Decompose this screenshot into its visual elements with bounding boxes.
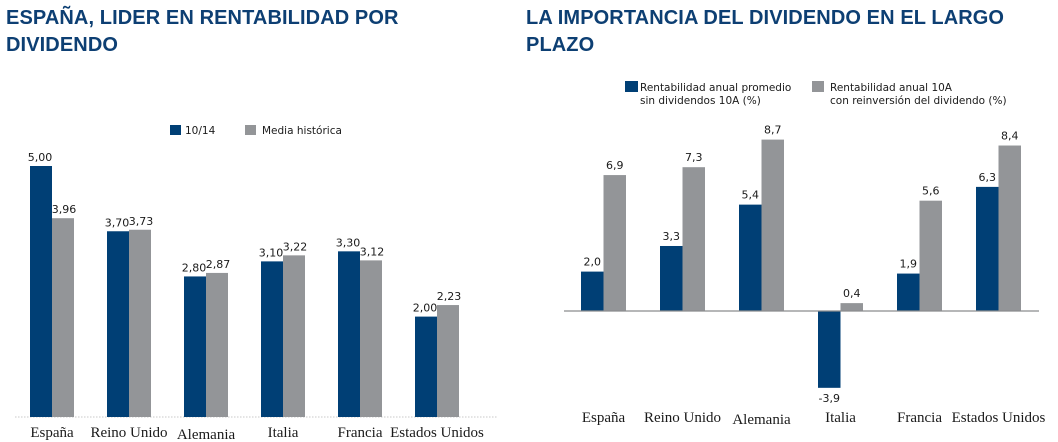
data-label: 2,00 bbox=[413, 302, 438, 315]
bar-primary bbox=[30, 166, 52, 417]
category-label: España bbox=[30, 425, 74, 441]
data-label: 2,87 bbox=[206, 258, 231, 271]
category-label: Francia bbox=[338, 425, 383, 441]
data-label: 3,12 bbox=[360, 245, 385, 258]
bar-secondary bbox=[360, 260, 382, 417]
bar-primary bbox=[261, 261, 283, 417]
chart-title-right: LA IMPORTANCIA DEL DIVIDENDO EN EL LARGO… bbox=[526, 7, 1005, 56]
category-label: Italia bbox=[268, 425, 299, 441]
data-label: 2,23 bbox=[437, 290, 462, 303]
bar-primary bbox=[338, 251, 360, 417]
data-label: 3,10 bbox=[259, 246, 284, 259]
bar-primary bbox=[415, 316, 437, 417]
data-label: 3,96 bbox=[52, 203, 77, 216]
legend-label-series-2: Media histórica bbox=[262, 125, 342, 137]
bar-primary bbox=[184, 276, 206, 417]
bar-secondary bbox=[52, 218, 74, 417]
data-label: 5,00 bbox=[28, 151, 53, 164]
data-label: 3,73 bbox=[129, 215, 154, 228]
bar-primary bbox=[107, 231, 129, 417]
category-label: Estados Unidos bbox=[390, 425, 484, 441]
bar-secondary bbox=[437, 305, 459, 417]
legend-swatch-series-2 bbox=[245, 125, 256, 135]
bar-secondary bbox=[283, 255, 305, 417]
category-label: Alemania bbox=[177, 427, 236, 442]
data-label: 2,80 bbox=[182, 261, 207, 274]
chart-title-left: ESPAÑA, LIDER EN RENTABILIDAD POR DIVIDE… bbox=[6, 7, 399, 56]
bar-secondary bbox=[206, 272, 228, 417]
legend-label-series-1: 10/14 bbox=[185, 125, 216, 137]
data-label: 3,30 bbox=[336, 236, 361, 249]
bar-secondary bbox=[129, 229, 151, 417]
legend-swatch-series-1 bbox=[170, 125, 181, 135]
data-label: 3,22 bbox=[283, 240, 308, 253]
data-label: 3,70 bbox=[105, 216, 130, 229]
category-label: Reino Unido bbox=[90, 425, 167, 441]
